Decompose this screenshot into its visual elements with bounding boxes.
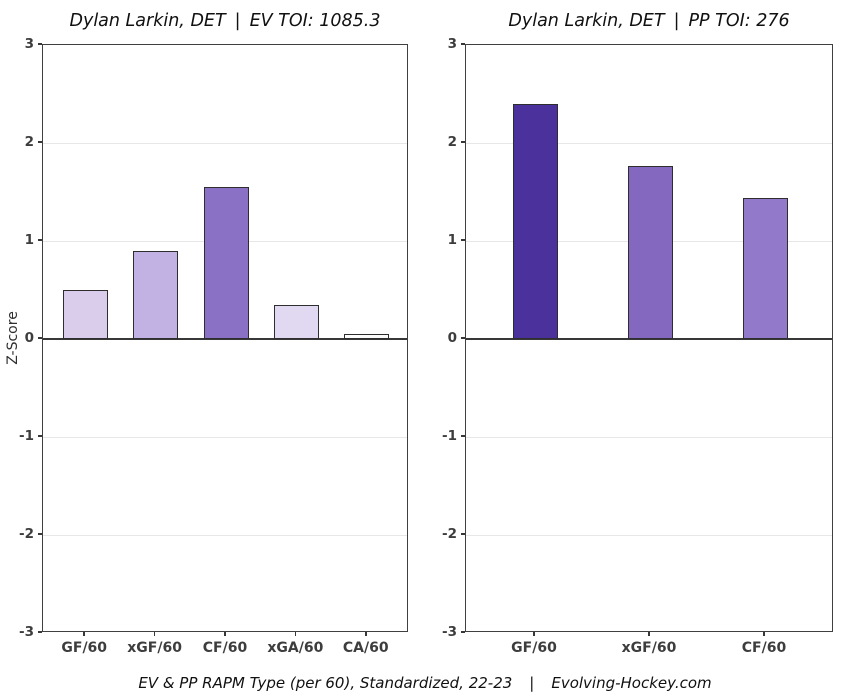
y-tick xyxy=(38,337,42,339)
pp-chart-title: Dylan Larkin, DET | PP TOI: 276 xyxy=(465,8,833,34)
y-tick xyxy=(461,239,465,241)
y-tick-label: 2 xyxy=(24,134,34,150)
bar-cf60 xyxy=(742,197,788,339)
y-tick xyxy=(461,337,465,339)
y-tick xyxy=(461,533,465,535)
title-separator: | xyxy=(673,11,680,31)
gridline xyxy=(43,436,407,438)
x-tick-label: GF/60 xyxy=(511,640,557,656)
y-tick-label: 0 xyxy=(24,330,34,346)
y-tick xyxy=(38,239,42,241)
zero-line xyxy=(43,338,407,340)
caption-text: EV & PP RAPM Type (per 60), Standardized… xyxy=(138,674,513,692)
x-tick-label: xGA/60 xyxy=(267,640,324,656)
player-name: Dylan Larkin, DET xyxy=(69,11,226,31)
y-tick-label: -2 xyxy=(442,526,457,542)
y-tick xyxy=(38,435,42,437)
gridline xyxy=(466,534,832,536)
bar-gf60 xyxy=(62,290,108,339)
x-tick-label: xGF/60 xyxy=(621,640,677,656)
x-tick xyxy=(648,632,650,636)
x-tick xyxy=(83,632,85,636)
x-tick-label: CF/60 xyxy=(202,640,248,656)
x-tick xyxy=(294,632,297,636)
gridline xyxy=(43,142,407,144)
x-tick xyxy=(365,632,367,636)
x-tick-label: xGF/60 xyxy=(127,640,182,656)
y-tick-label: 3 xyxy=(447,36,457,52)
y-tick-label: -1 xyxy=(442,428,457,444)
y-tick-label: 2 xyxy=(447,134,457,150)
x-tick xyxy=(533,632,535,636)
zero-line xyxy=(466,338,832,340)
ev-chart-title: Dylan Larkin, DET | EV TOI: 1085.3 xyxy=(42,8,408,34)
x-tick-label: GF/60 xyxy=(61,640,108,656)
x-tick-label: CA/60 xyxy=(342,640,389,656)
y-tick xyxy=(461,631,465,633)
gridline xyxy=(466,436,832,438)
caption-separator: | xyxy=(529,674,535,692)
title-separator: | xyxy=(234,11,241,31)
pp-plot-area xyxy=(465,44,833,632)
caption-source: Evolving-Hockey.com xyxy=(551,674,712,692)
y-tick xyxy=(38,533,42,535)
bar-ca60 xyxy=(344,334,390,339)
gridline xyxy=(43,534,407,536)
y-tick xyxy=(461,141,465,143)
bar-gf60 xyxy=(512,103,558,339)
y-tick-label: 0 xyxy=(447,330,457,346)
bar-cf60 xyxy=(203,187,249,339)
x-tick xyxy=(763,632,765,636)
y-tick xyxy=(461,43,465,45)
y-tick-label: -3 xyxy=(19,624,34,640)
x-tick xyxy=(224,632,226,636)
ev-plot-area xyxy=(42,44,408,632)
y-tick-label: -3 xyxy=(442,624,457,640)
x-tick-label: CF/60 xyxy=(741,640,787,656)
y-tick xyxy=(461,435,465,437)
y-tick-label: 3 xyxy=(24,36,34,52)
y-tick-label: -1 xyxy=(19,428,34,444)
player-name: Dylan Larkin, DET xyxy=(508,11,665,31)
y-tick-label: 1 xyxy=(24,232,34,248)
bar-xgf60 xyxy=(133,250,179,339)
ev-toi-value: EV TOI: 1085.3 xyxy=(249,11,381,31)
x-tick xyxy=(153,632,156,636)
y-tick-label: -2 xyxy=(19,526,34,542)
bar-xga60 xyxy=(273,304,319,339)
y-tick xyxy=(38,141,42,143)
gridline xyxy=(466,142,832,144)
y-tick xyxy=(38,43,42,45)
figure-caption: EV & PP RAPM Type (per 60), Standardized… xyxy=(0,672,850,694)
y-tick xyxy=(38,631,42,633)
bar-xgf60 xyxy=(627,165,673,339)
y-tick-label: 1 xyxy=(447,232,457,248)
pp-toi-value: PP TOI: 276 xyxy=(688,11,790,31)
